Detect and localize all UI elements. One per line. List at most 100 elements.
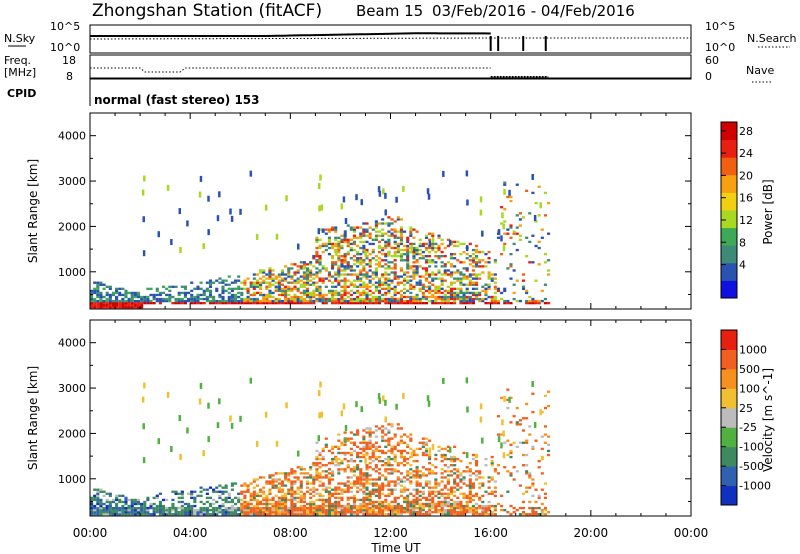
range-cell (381, 511, 385, 514)
range-cell (374, 466, 378, 469)
range-cell (403, 464, 407, 467)
range-cell (456, 500, 460, 504)
range-cell (233, 511, 238, 514)
range-cell (490, 277, 494, 280)
range-cell (446, 504, 450, 508)
range-cell (265, 297, 269, 301)
nsky-label: N.Sky (4, 32, 36, 45)
range-cell (265, 299, 269, 303)
range-cell (246, 511, 250, 514)
range-cell (227, 297, 231, 301)
range-cell (371, 513, 375, 516)
range-cell (409, 283, 413, 286)
range-cell (105, 506, 109, 510)
range-cell (424, 246, 429, 250)
range-cell (500, 297, 504, 301)
range-cell (318, 285, 322, 288)
range-cell (346, 486, 350, 489)
range-cell (456, 279, 460, 282)
range-cell (177, 496, 181, 500)
range-cell (412, 250, 416, 254)
range-cell (393, 301, 397, 305)
range-cell (459, 511, 463, 514)
range-cell (165, 506, 169, 510)
range-cell (346, 480, 350, 483)
range-cell (299, 283, 303, 286)
range-cell (368, 443, 372, 446)
range-cell (240, 301, 244, 305)
range-cell (243, 287, 247, 291)
range-cell (230, 297, 234, 301)
range-cell (208, 293, 213, 297)
range-cell (443, 279, 447, 282)
range-cell (387, 279, 391, 282)
range-cell (227, 301, 231, 305)
range-cell (493, 468, 497, 471)
range-cell (481, 265, 485, 268)
range-cell (121, 500, 125, 504)
range-cell (271, 299, 275, 303)
range-cell (384, 433, 388, 436)
range-cell (496, 415, 501, 418)
range-cell (317, 183, 321, 190)
range-cell (465, 500, 469, 504)
range-cell (271, 511, 275, 514)
range-cell (543, 441, 547, 444)
range-cell (359, 488, 363, 491)
range-cell (377, 240, 382, 244)
range-cell (406, 496, 410, 500)
range-cell (340, 285, 344, 288)
range-cell (224, 301, 228, 305)
range-cell (459, 480, 463, 483)
range-cell (403, 273, 407, 276)
range-cell (215, 279, 219, 282)
velocity-heatmap (90, 377, 551, 516)
range-cell (356, 498, 360, 502)
range-cell (387, 244, 391, 248)
range-cell (481, 508, 485, 512)
range-cell (475, 244, 479, 248)
range-cell (437, 490, 441, 493)
range-cell (525, 470, 529, 473)
range-cell (465, 267, 469, 270)
range-cell (431, 283, 435, 286)
range-cell (365, 445, 369, 449)
range-cell (377, 281, 382, 284)
range-cell (390, 457, 394, 461)
range-cell (312, 478, 316, 481)
range-cell (208, 281, 213, 284)
range-cell (540, 228, 544, 231)
range-cell (440, 459, 444, 463)
range-cell (462, 291, 466, 295)
range-cell (158, 506, 162, 510)
range-cell (202, 243, 205, 250)
range-cell (271, 301, 275, 305)
range-cell (93, 513, 97, 516)
range-cell (406, 281, 410, 284)
range-cell (409, 480, 413, 483)
range-cell (503, 508, 507, 512)
range-cell (368, 447, 372, 451)
range-cell (377, 246, 382, 250)
range-cell (434, 484, 438, 487)
range-cell (443, 486, 447, 489)
range-cell (449, 464, 454, 467)
range-cell (390, 234, 394, 237)
range-cell (284, 287, 288, 291)
range-cell (337, 500, 341, 504)
range-cell (327, 275, 331, 278)
range-cell (478, 482, 482, 485)
range-cell (475, 506, 479, 510)
range-cell (421, 443, 425, 446)
range-cell (459, 252, 463, 256)
range-cell (362, 267, 366, 270)
range-cell (368, 261, 372, 264)
range-cell (321, 508, 325, 512)
range-cell (503, 242, 507, 246)
range-cell (334, 297, 338, 301)
range-cell (268, 281, 272, 284)
range-cell (503, 208, 507, 211)
range-cell (352, 240, 357, 244)
range-cell (368, 293, 372, 297)
range-cell (315, 275, 319, 278)
